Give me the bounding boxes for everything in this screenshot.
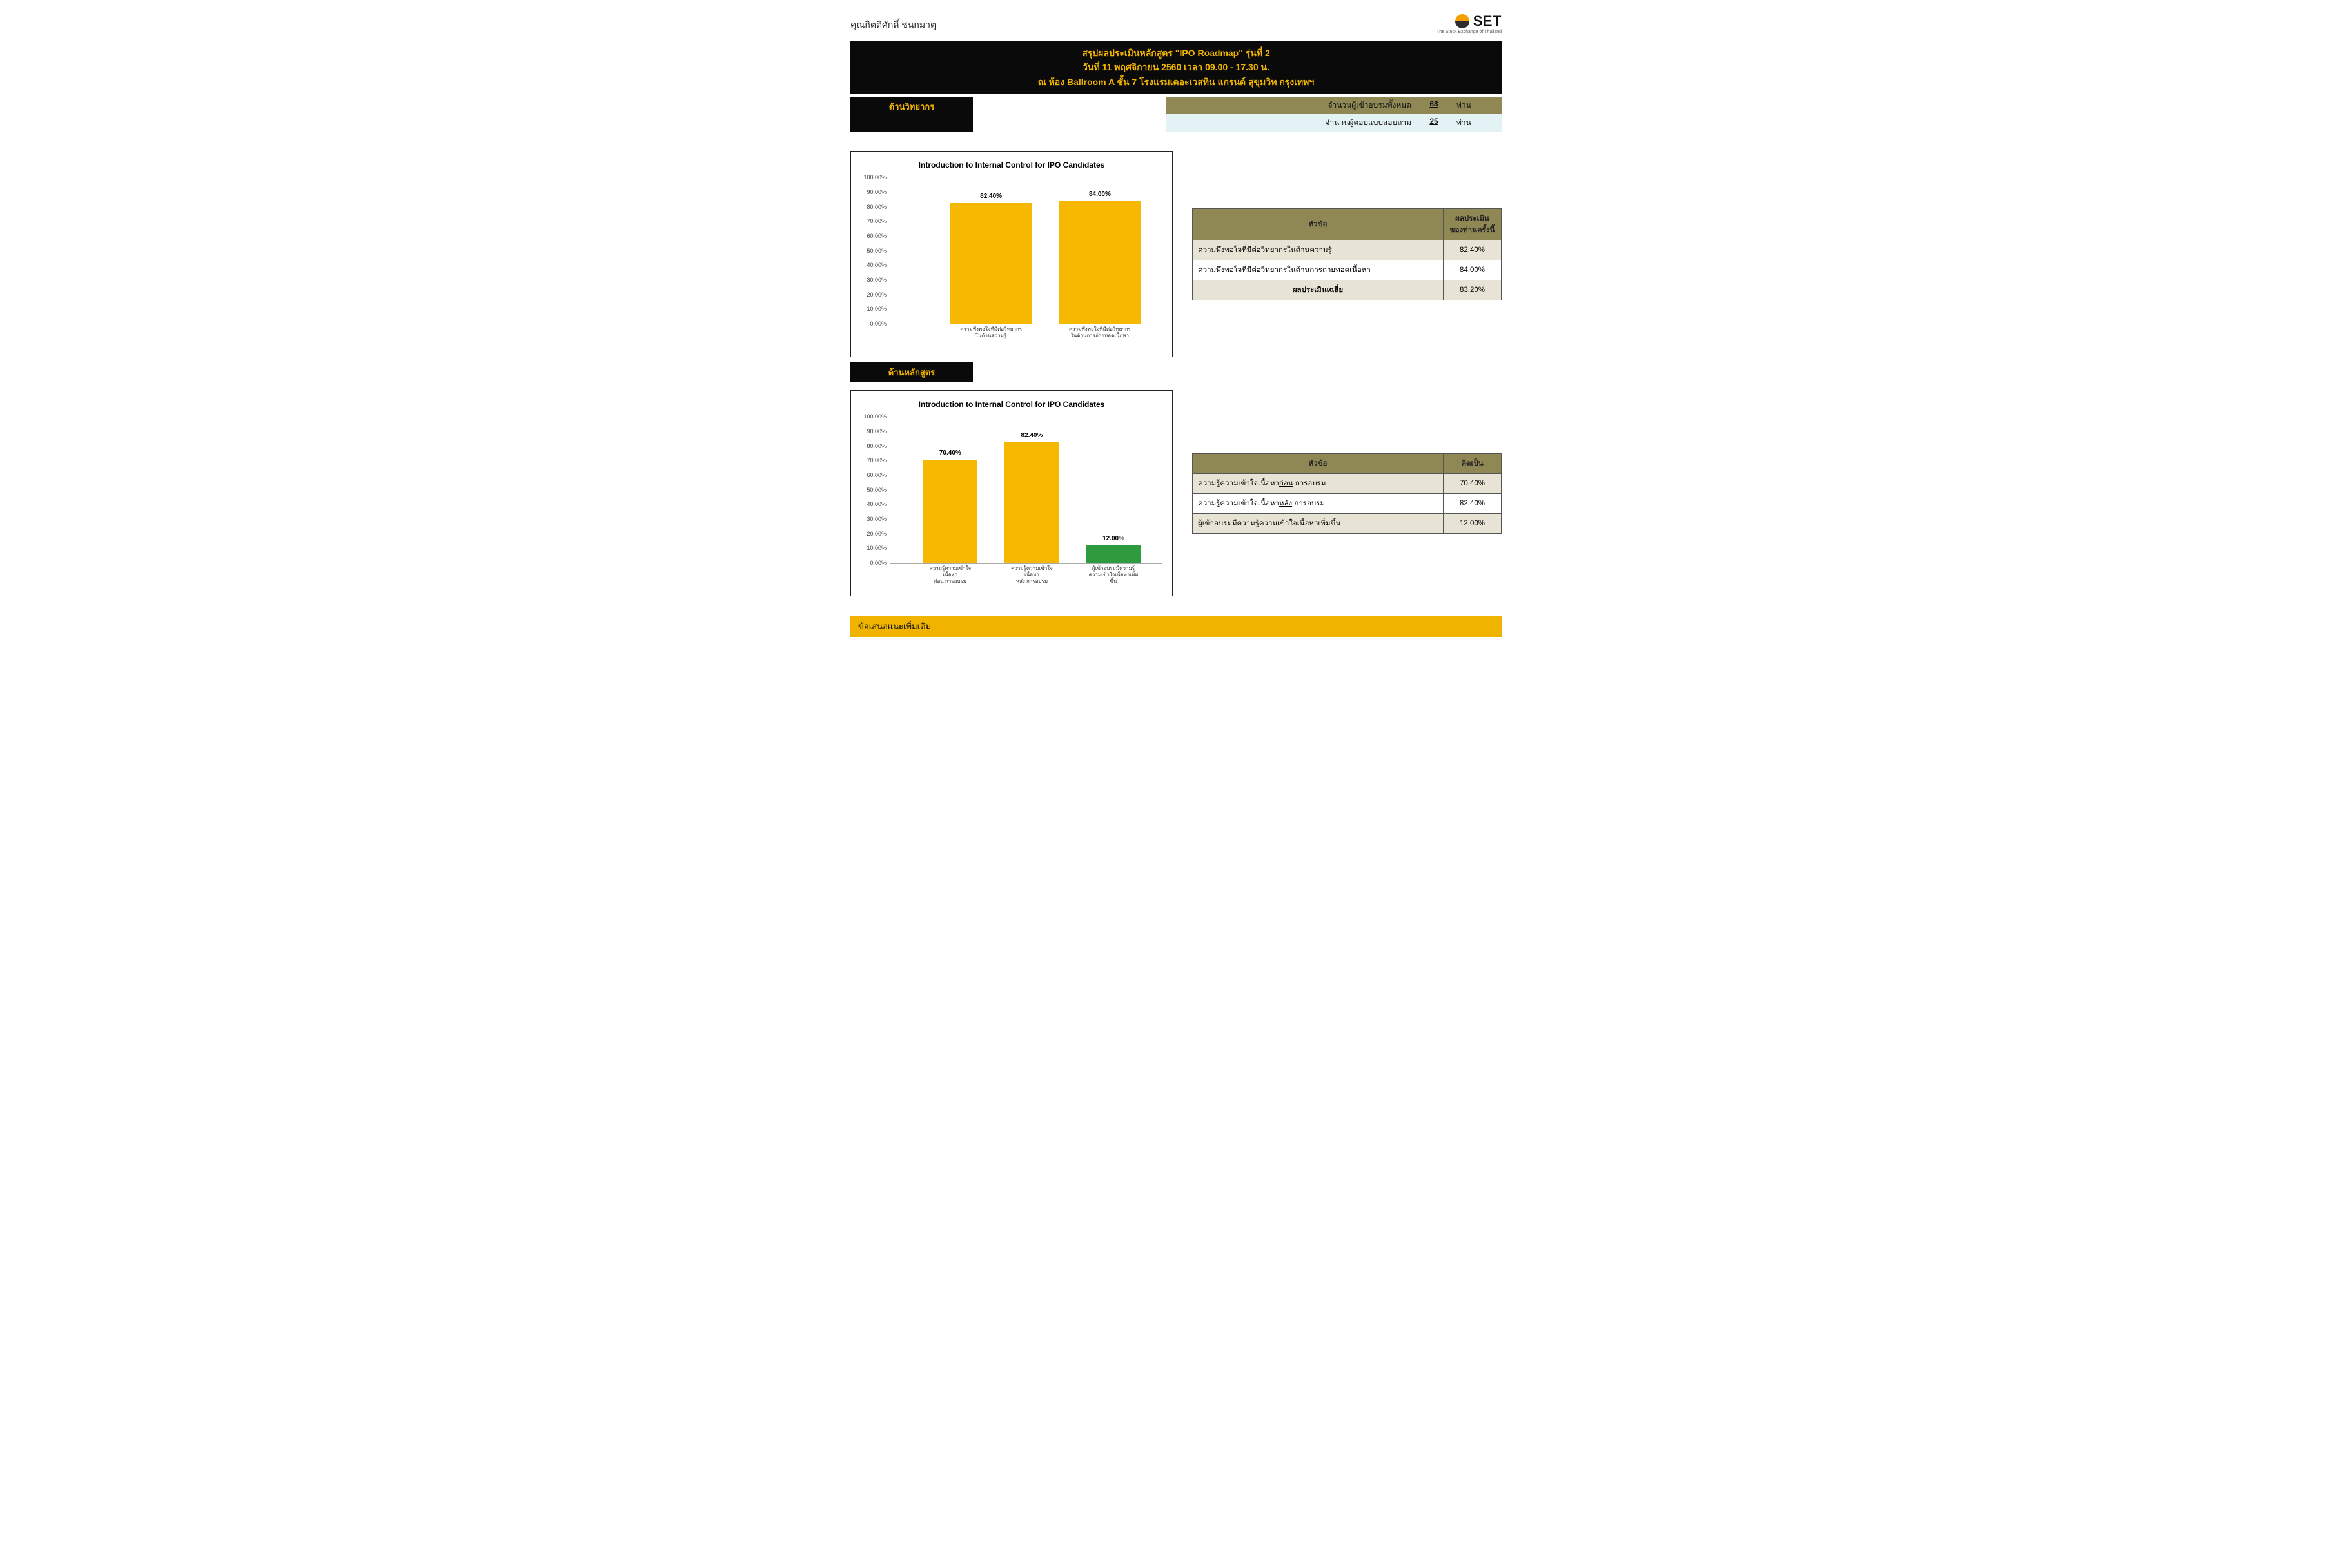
stat-unit: ท่าน	[1450, 97, 1502, 114]
table-row: ผลประเมินเฉลี่ย83.20%	[1193, 280, 1502, 300]
set-logo-text: SET	[1473, 13, 1502, 30]
set-logo: SET	[1436, 13, 1502, 30]
chart-bar: 82.40%	[1004, 442, 1059, 563]
stat-value: 25	[1418, 114, 1450, 132]
section-tag-lecturer: ด้านวิทยากร	[850, 97, 973, 132]
row-value: 82.40%	[1444, 240, 1502, 260]
x-axis-label: ผู้เข้าอบรมมีความรู้ความเข้าใจเนื้อหาเพิ…	[1086, 563, 1141, 585]
header-row: คุณกิตติศักดิ์ ชนกมาตุ SET The Stock Exc…	[844, 13, 1508, 41]
author-name: คุณกิตติศักดิ์ ชนกมาตุ	[850, 13, 936, 32]
row-value: 84.00%	[1444, 260, 1502, 280]
x-axis-label: ความพึงพอใจที่มีต่อวิทยากรในด้านการถ่ายท…	[1059, 324, 1141, 339]
chart-lecturer: Introduction to Internal Control for IPO…	[850, 151, 1173, 357]
chart-bar: 70.40%	[923, 460, 977, 563]
table-row: ความรู้ความเข้าใจเนื้อหาหลัง การอบรม82.4…	[1193, 493, 1502, 513]
bar-value-label: 82.40%	[1004, 432, 1059, 439]
row-label: ผลประเมินเฉลี่ย	[1193, 280, 1444, 300]
stat-label: จำนวนผู้ตอบแบบสอบถาม	[1166, 114, 1418, 132]
row-label: ความรู้ความเข้าใจเนื้อหาก่อน การอบรม	[1193, 473, 1444, 493]
set-logo-icon	[1454, 13, 1471, 30]
x-axis-label: ความรู้ความเข้าใจเนื้อหาก่อน การอบรม	[923, 563, 977, 585]
chart-title: Introduction to Internal Control for IPO…	[858, 397, 1166, 415]
chart-course: Introduction to Internal Control for IPO…	[850, 390, 1173, 596]
stat-value: 68	[1418, 97, 1450, 114]
row-value: 12.00%	[1444, 513, 1502, 533]
chart-bar: 82.40%	[950, 203, 1032, 324]
set-logo-block: SET The Stock Exchange of Thailand	[1436, 13, 1502, 34]
row-label: ความพึงพอใจที่มีต่อวิทยากรในด้านความรู้	[1193, 240, 1444, 260]
bar-value-label: 12.00%	[1086, 535, 1141, 542]
section-tag-course: ด้านหลักสูตร	[850, 362, 973, 382]
row-label: ความรู้ความเข้าใจเนื้อหาหลัง การอบรม	[1193, 493, 1444, 513]
lecturer-eval-table: หัวข้อผลประเมินของท่านครั้งนี้ความพึงพอใ…	[1192, 208, 1502, 300]
table-row: ความพึงพอใจที่มีต่อวิทยากรในด้านการถ่ายท…	[1193, 260, 1502, 280]
lecturer-content-row: Introduction to Internal Control for IPO…	[850, 151, 1502, 357]
lecturer-section: Introduction to Internal Control for IPO…	[850, 151, 1502, 357]
report-page: คุณกิตติศักดิ์ ชนกมาตุ SET The Stock Exc…	[844, 13, 1508, 637]
row-value: 70.40%	[1444, 473, 1502, 493]
chart-plot-area: 0.00%10.00%20.00%30.00%40.00%50.00%60.00…	[890, 416, 1162, 564]
stat-label: จำนวนผู้เข้าอบรมทั้งหมด	[1166, 97, 1418, 114]
x-axis-label: ความพึงพอใจที่มีต่อวิทยากรในด้านความรู้	[950, 324, 1032, 339]
banner-line-3: ณ ห้อง Ballroom A ชั้น 7 โรงแรมเดอะเวสทิ…	[854, 75, 1498, 89]
row-value: 83.20%	[1444, 280, 1502, 300]
chart-title: Introduction to Internal Control for IPO…	[858, 158, 1166, 176]
row-label: ความพึงพอใจที่มีต่อวิทยากรในด้านการถ่ายท…	[1193, 260, 1444, 280]
table-row: ความรู้ความเข้าใจเนื้อหาก่อน การอบรม70.4…	[1193, 473, 1502, 493]
stats-row: ด้านวิทยากร จำนวนผู้เข้าอบรมทั้งหมด 68 ท…	[850, 97, 1502, 132]
table-row: ความพึงพอใจที่มีต่อวิทยากรในด้านความรู้8…	[1193, 240, 1502, 260]
chart-bar: 12.00%	[1086, 545, 1141, 563]
bar-value-label: 82.40%	[950, 193, 1032, 200]
bar-value-label: 84.00%	[1059, 191, 1141, 198]
stat-row-responded: จำนวนผู้ตอบแบบสอบถาม 25 ท่าน	[1166, 114, 1502, 132]
banner-line-1: สรุปผลประเมินหลักสูตร "IPO Roadmap" รุ่น…	[854, 46, 1498, 60]
title-banner: สรุปผลประเมินหลักสูตร "IPO Roadmap" รุ่น…	[850, 41, 1502, 94]
chart-bar: 84.00%	[1059, 201, 1141, 324]
stat-unit: ท่าน	[1450, 114, 1502, 132]
table-header: หัวข้อ	[1193, 208, 1444, 240]
x-axis-label: ความรู้ความเข้าใจเนื้อหาหลัง การอบรม	[1004, 563, 1059, 585]
suggestions-bar: ข้อเสนอแนะเพิ่มเติม	[850, 616, 1502, 637]
course-eval-table: หัวข้อคิดเป็นความรู้ความเข้าใจเนื้อหาก่อ…	[1192, 453, 1502, 534]
attendance-table: จำนวนผู้เข้าอบรมทั้งหมด 68 ท่าน จำนวนผู้…	[1166, 97, 1502, 132]
banner-line-2: วันที่ 11 พฤศจิกายน 2560 เวลา 09.00 - 17…	[854, 60, 1498, 74]
stat-row-total: จำนวนผู้เข้าอบรมทั้งหมด 68 ท่าน	[1166, 97, 1502, 114]
row-value: 82.40%	[1444, 493, 1502, 513]
table-header: คิดเป็น	[1444, 453, 1502, 473]
row-label: ผู้เข้าอบรมมีความรู้ความเข้าใจเนื้อหาเพิ…	[1193, 513, 1444, 533]
table-header: หัวข้อ	[1193, 453, 1444, 473]
table-row: ผู้เข้าอบรมมีความรู้ความเข้าใจเนื้อหาเพิ…	[1193, 513, 1502, 533]
set-logo-subtitle: The Stock Exchange of Thailand	[1436, 30, 1502, 34]
course-content-row: Introduction to Internal Control for IPO…	[850, 390, 1502, 596]
bar-value-label: 70.40%	[923, 449, 977, 456]
course-section: Introduction to Internal Control for IPO…	[850, 390, 1502, 596]
chart-plot-area: 0.00%10.00%20.00%30.00%40.00%50.00%60.00…	[890, 177, 1162, 324]
table-header: ผลประเมินของท่านครั้งนี้	[1444, 208, 1502, 240]
